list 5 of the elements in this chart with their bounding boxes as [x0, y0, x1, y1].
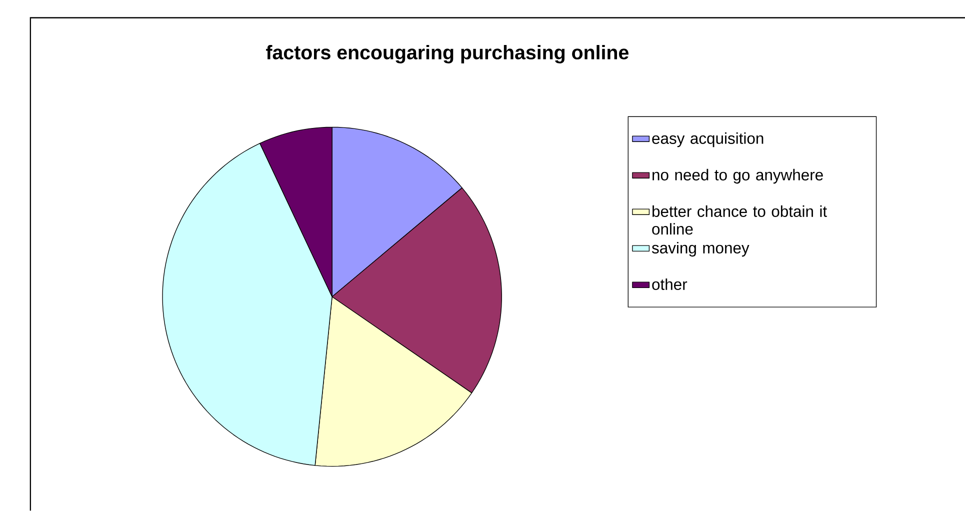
legend-label: saving money: [652, 242, 750, 257]
legend-label: no need to go anywhere: [652, 169, 823, 184]
legend-label: easy acquisition: [652, 132, 764, 148]
chart-title: factors encougaring purchasing online: [266, 45, 628, 64]
legend-label: other: [652, 278, 688, 290]
